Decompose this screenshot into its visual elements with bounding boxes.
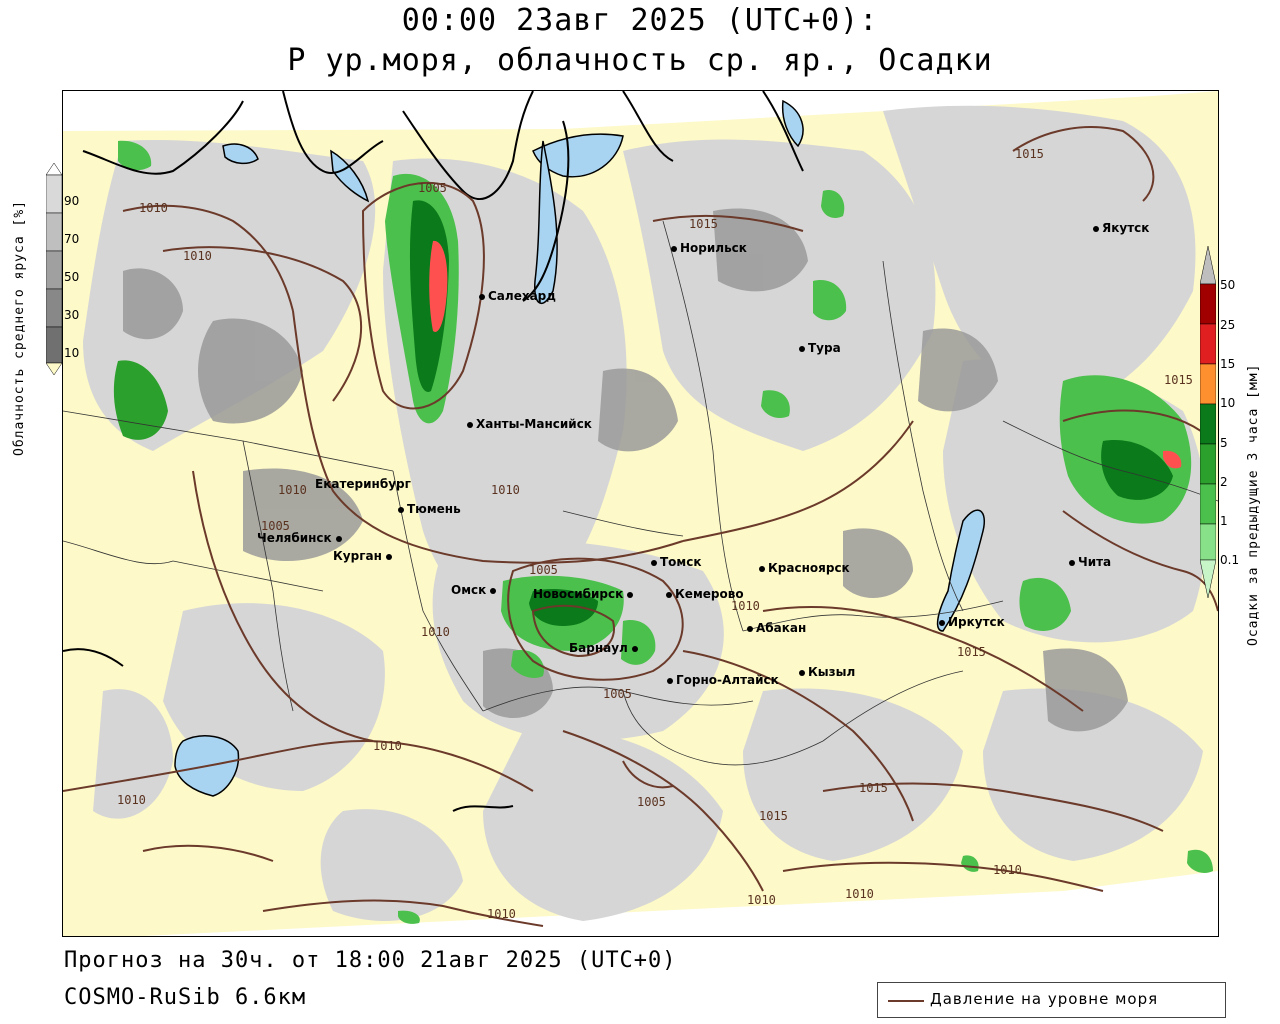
- isobar-label: 1015: [1015, 147, 1044, 161]
- city-marker: Абакан: [747, 621, 806, 635]
- precip-tick: 50: [1220, 278, 1236, 292]
- city-marker: Омск: [451, 583, 499, 597]
- forecast-info: Прогноз на 30ч. от 18:00 21авг 2025 (UTC…: [64, 948, 677, 973]
- cloud-tick: 90: [64, 194, 80, 208]
- city-marker: Горно-Алтайск: [667, 673, 779, 687]
- precip-legend-title: Осадки за предыдущие 3 часа [мм]: [1246, 363, 1261, 646]
- city-marker: Екатеринбург: [315, 477, 411, 491]
- city-dot-icon: [759, 565, 765, 572]
- water-bodies: [174, 99, 985, 797]
- isobar-legend: Давление на уровне моря: [877, 982, 1226, 1018]
- isobar-label: 1010: [117, 793, 146, 807]
- city-dot-icon: [479, 293, 485, 300]
- city-dot-icon: [939, 619, 945, 626]
- precip-tick: 10: [1220, 396, 1236, 410]
- model-name: COSMO-RuSib 6.6км: [64, 985, 307, 1010]
- city-dot-icon: [799, 345, 805, 352]
- isobar-legend-label: Давление на уровне моря: [930, 990, 1159, 1008]
- cloud-legend-bar: [46, 163, 62, 375]
- isobar-label: 1005: [529, 563, 558, 577]
- isobar-label: 1015: [689, 217, 718, 231]
- city-dot-icon: [666, 591, 672, 598]
- city-marker: Салехард: [479, 289, 556, 303]
- isobar-line-icon: [888, 1000, 924, 1002]
- cloud-tick: 10: [64, 346, 80, 360]
- city-dot-icon: [335, 535, 342, 542]
- map-title: 00:00 23авг 2025 (UTC+0):: [401, 3, 879, 38]
- isobar-label: 1010: [278, 483, 307, 497]
- city-marker: Томск: [651, 555, 702, 569]
- city-dot-icon: [631, 645, 638, 652]
- precipitation: [113, 140, 1213, 924]
- isobar-label: 1010: [487, 907, 516, 921]
- city-dot-icon: [747, 625, 753, 632]
- city-marker: Новосибирск: [533, 587, 636, 601]
- isobar-label: 1005: [261, 519, 290, 533]
- city-marker: Курган: [333, 549, 395, 563]
- city-dot-icon: [1093, 225, 1099, 232]
- isobar-label: 1015: [957, 645, 986, 659]
- precip-tick: 1: [1220, 514, 1228, 528]
- map-area: 1015 1005 1010 1015 1015 1010 1010 1010 …: [62, 90, 1219, 937]
- city-dot-icon: [671, 245, 677, 252]
- city-dot-icon: [490, 587, 497, 594]
- city-dot-icon: [627, 591, 634, 598]
- isobar-label: 1010: [139, 201, 168, 215]
- isobar-label: 1015: [859, 781, 888, 795]
- city-marker: Иркутск: [939, 615, 1005, 629]
- cloud-tick: 70: [64, 232, 80, 246]
- city-dot-icon: [651, 559, 657, 566]
- city-dot-icon: [1069, 559, 1075, 566]
- city-marker: Тюмень: [398, 502, 461, 516]
- isobar-label: 1010: [183, 249, 212, 263]
- precip-tick: 2: [1220, 475, 1228, 489]
- city-marker: Норильск: [671, 241, 747, 255]
- isobar-label: 1005: [418, 181, 447, 195]
- isobar-label: 1005: [603, 687, 632, 701]
- coastline: [63, 91, 804, 812]
- city-marker: Барнаул: [569, 641, 641, 655]
- isobar-label: 1005: [637, 795, 666, 809]
- city-marker: Кызыл: [799, 665, 855, 679]
- region-borders: [63, 220, 1218, 766]
- city-marker: Тура: [799, 341, 841, 355]
- city-dot-icon: [398, 506, 404, 513]
- precip-tick: 25: [1220, 318, 1236, 332]
- city-dot-icon: [667, 677, 673, 684]
- isobar-label: 1015: [759, 809, 788, 823]
- city-marker: Челябинск: [257, 531, 345, 545]
- isobar-label: 1010: [731, 599, 760, 613]
- precip-tick: 5: [1220, 436, 1228, 450]
- cloud-tick: 50: [64, 270, 80, 284]
- isobar-label: 1010: [747, 893, 776, 907]
- isobar-label: 1010: [845, 887, 874, 901]
- city-marker: Кемерово: [666, 587, 744, 601]
- city-marker: Красноярск: [759, 561, 850, 575]
- isobars: [63, 126, 1218, 927]
- isobar-label: 1010: [491, 483, 520, 497]
- precip-tick: 15: [1220, 357, 1236, 371]
- isobar-label: 1010: [373, 739, 402, 753]
- city-dot-icon: [385, 553, 392, 560]
- cloud-legend-title: Облачность среднего яруса [%]: [12, 200, 27, 456]
- precip-legend-bar: [1200, 246, 1216, 598]
- isobar-label: 1010: [993, 863, 1022, 877]
- map-canvas: [63, 91, 1218, 936]
- cloud-tick: 30: [64, 308, 80, 322]
- isobar-label: 1010: [421, 625, 450, 639]
- city-dot-icon: [467, 421, 473, 428]
- isobar-label: 1015: [1164, 373, 1193, 387]
- city-dot-icon: [799, 669, 805, 676]
- city-marker: Ханты-Мансийск: [467, 417, 592, 431]
- precip-tick: 0.1: [1220, 553, 1240, 567]
- map-subtitle: Р ур.моря, облачность ср. яр., Осадки: [287, 43, 993, 78]
- city-marker: Чита: [1069, 555, 1111, 569]
- city-marker: Якутск: [1093, 221, 1149, 235]
